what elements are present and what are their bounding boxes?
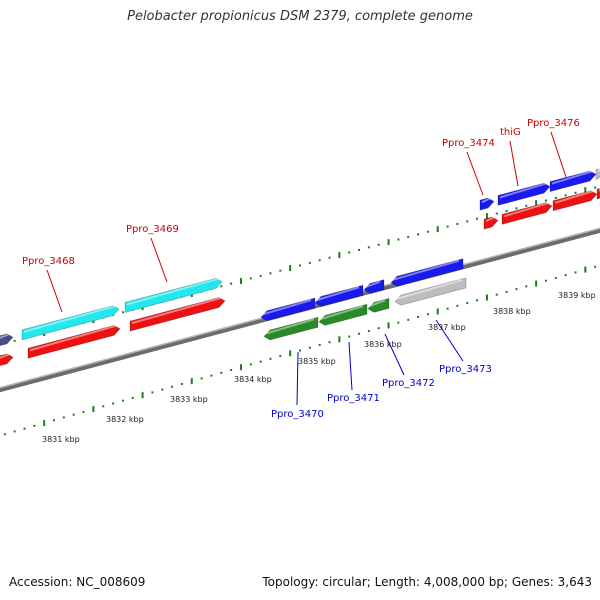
kbp-label: 3838 kbp xyxy=(493,307,531,316)
map-title: Pelobacter propionicus DSM 2379, complet… xyxy=(127,9,473,24)
feature-red-b xyxy=(129,297,226,332)
leader-ppro-3469 xyxy=(150,237,168,283)
feature-green-c xyxy=(367,297,390,313)
feature-highlight xyxy=(503,202,549,218)
feature-red-d xyxy=(501,202,553,225)
gene-label-ppro-3472: Ppro_3472 xyxy=(382,378,435,389)
gene-features xyxy=(0,168,600,367)
feature-highlight xyxy=(262,299,312,316)
feature-ppro-3476 xyxy=(549,170,597,193)
kbp-label: 3837 kbp xyxy=(428,323,466,332)
feature-highlight xyxy=(131,296,222,325)
feature-highlight xyxy=(265,318,315,335)
feature-highlight xyxy=(392,259,460,281)
gene-label-thig: thiG xyxy=(500,127,521,138)
accession-text: Accession: NC_008609 xyxy=(9,575,146,589)
kbp-labels: 3831 kbp 3832 kbp 3833 kbp 3834 kbp 3835… xyxy=(42,291,596,444)
feature-ppro-3473 xyxy=(390,258,464,287)
leader-ppro-3474 xyxy=(466,151,484,196)
kbp-label: 3835 kbp xyxy=(298,357,336,366)
feature-ppro-3472 xyxy=(363,279,385,294)
topology-text: Topology: circular; Length: 4,008,000 bp… xyxy=(262,575,592,589)
feature-highlight xyxy=(554,190,594,204)
leader-ppro-3470 xyxy=(296,351,299,406)
feature-red-a xyxy=(27,324,121,359)
feature-highlight xyxy=(126,277,219,306)
gene-label-ppro-3473: Ppro_3473 xyxy=(439,364,492,375)
leader-ppro-3476 xyxy=(550,131,567,178)
gene-label-ppro-3470: Ppro_3470 xyxy=(271,409,324,420)
label-leaders xyxy=(46,131,567,406)
feature-highlight xyxy=(369,299,386,307)
feature-ppro-3469 xyxy=(124,277,223,313)
feature-highlight xyxy=(396,278,463,300)
feature-highlight xyxy=(316,286,360,301)
leader-thig xyxy=(509,140,519,187)
feature-gray-edge xyxy=(595,168,600,180)
forward-gene-labels: Ppro_3468 Ppro_3469 Ppro_3474 thiG Ppro_… xyxy=(22,118,580,267)
feature-green-a xyxy=(263,316,319,341)
feature-green-b xyxy=(318,303,368,326)
gene-label-ppro-3476: Ppro_3476 xyxy=(527,118,580,129)
feature-highlight xyxy=(29,324,117,352)
feature-red-e xyxy=(552,190,598,212)
kbp-label: 3839 kbp xyxy=(558,291,596,300)
feature-ppro-3471 xyxy=(314,284,364,307)
feature-red-c xyxy=(483,216,499,230)
kbp-label: 3834 kbp xyxy=(234,375,272,384)
feature-slate-edge xyxy=(0,333,14,347)
feature-highlight xyxy=(23,305,116,333)
kbp-label: 3833 kbp xyxy=(170,395,208,404)
feature-highlight xyxy=(598,188,600,192)
leader-ppro-3471 xyxy=(348,341,353,391)
feature-ppro-3474 xyxy=(479,197,495,211)
gene-label-ppro-3474: Ppro_3474 xyxy=(442,138,495,149)
feature-highlight xyxy=(481,197,491,204)
kbp-label: 3836 kbp xyxy=(364,340,402,349)
feature-ppro-3468 xyxy=(21,305,120,341)
feature-red-edge xyxy=(0,353,14,367)
feature-highlight xyxy=(0,353,10,359)
leader-ppro-3473 xyxy=(435,319,464,362)
kbp-label: 3831 kbp xyxy=(42,435,80,444)
kbp-label: 3832 kbp xyxy=(106,415,144,424)
reverse-gene-labels: Ppro_3470 Ppro_3471 Ppro_3472 Ppro_3473 xyxy=(271,364,492,420)
gene-label-ppro-3468: Ppro_3468 xyxy=(22,256,75,267)
leader-ppro-3472 xyxy=(384,333,405,376)
feature-thig xyxy=(497,182,551,206)
feature-highlight xyxy=(320,305,364,320)
gene-label-ppro-3471: Ppro_3471 xyxy=(327,393,380,404)
feature-ppro-3470 xyxy=(260,297,316,322)
feature-highlight xyxy=(0,333,10,339)
gene-label-ppro-3469: Ppro_3469 xyxy=(126,224,179,235)
feature-red-edge2 xyxy=(596,188,600,200)
feature-highlight xyxy=(551,170,593,185)
leader-ppro-3468 xyxy=(46,269,63,313)
feature-highlight xyxy=(499,182,547,199)
lower-tick-ring xyxy=(3,265,597,436)
feature-highlight xyxy=(485,216,495,223)
feature-highlight xyxy=(365,280,381,288)
feature-gray-a xyxy=(394,277,467,306)
